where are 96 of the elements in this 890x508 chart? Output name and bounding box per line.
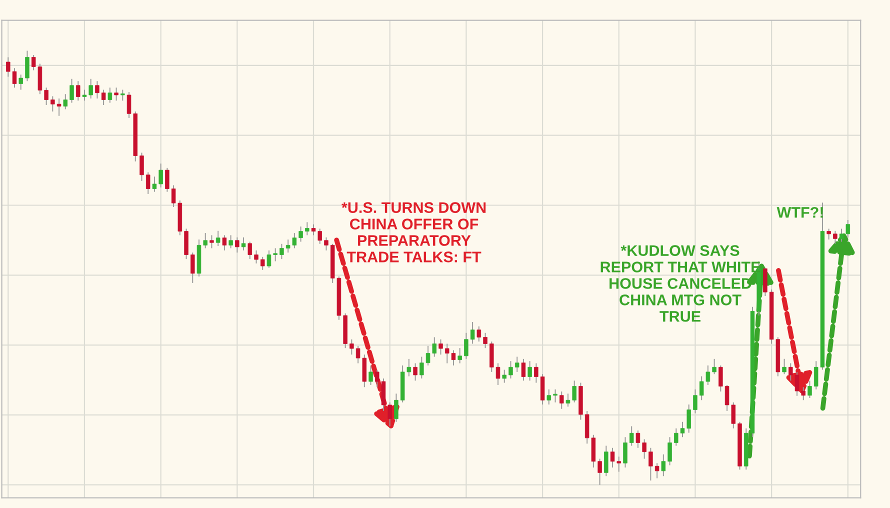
- candlestick: [273, 248, 278, 262]
- candlestick: [794, 371, 800, 396]
- candlestick: [642, 438, 646, 460]
- candlestick: [528, 360, 532, 382]
- candlestick: [190, 252, 195, 284]
- candlestick: [680, 421, 685, 438]
- candlestick: [388, 402, 392, 427]
- candlestick: [693, 388, 698, 414]
- candlestick: [82, 89, 87, 102]
- candlestick: [158, 163, 163, 188]
- candlestick: [146, 172, 150, 194]
- candlestick: [438, 338, 443, 356]
- candlestick: [648, 447, 653, 481]
- candlestick: [324, 236, 328, 251]
- candlestick: [184, 228, 188, 260]
- candlestick: [63, 94, 68, 110]
- candlestick: [502, 369, 506, 384]
- candlestick: [458, 348, 462, 364]
- candlestick: [413, 362, 418, 382]
- candlestick: [801, 386, 806, 401]
- candlestick: [763, 267, 768, 296]
- candlestick: [623, 436, 628, 468]
- candlestick: [6, 56, 10, 78]
- candlestick: [210, 234, 214, 249]
- candlestick: [572, 380, 576, 403]
- candlestick: [560, 391, 564, 410]
- candlestick: [120, 89, 125, 102]
- candlestick: [298, 226, 303, 242]
- candlestick: [368, 364, 373, 386]
- candlestick: [76, 80, 80, 102]
- candlestick: [375, 369, 380, 388]
- candlestick: [70, 78, 74, 104]
- candlestick: [241, 236, 246, 251]
- candlestick: [629, 426, 634, 446]
- candlestick: [534, 362, 538, 384]
- candlestick: [546, 388, 552, 405]
- candlestick: [514, 356, 520, 372]
- annotation: WTF?!: [776, 206, 823, 218]
- candlestick: [152, 176, 157, 192]
- candlestick: [674, 428, 678, 446]
- candlestick: [476, 326, 482, 342]
- candlestick: [222, 234, 227, 251]
- candlestick: [260, 256, 265, 270]
- candlestick: [381, 378, 386, 412]
- candlestick: [553, 388, 558, 403]
- candlestick: [604, 445, 608, 477]
- candlestick: [305, 222, 310, 236]
- candlestick: [686, 404, 691, 434]
- candlestick: [464, 332, 468, 360]
- candlestick: [788, 362, 793, 382]
- candlestick: [25, 50, 30, 82]
- candlestick: [266, 250, 272, 268]
- candlestick: [88, 78, 93, 99]
- candlestick: [18, 74, 23, 90]
- candlestick: [95, 80, 100, 99]
- candlestick: [508, 360, 513, 379]
- candlestick: [318, 228, 322, 244]
- candlestick: [540, 374, 545, 405]
- candlestick: [44, 87, 48, 106]
- candlestick: [598, 458, 602, 486]
- candlestick: [248, 241, 252, 260]
- candlestick: [228, 234, 233, 249]
- candlestick: [470, 322, 475, 344]
- candlestick: [114, 87, 118, 102]
- candlestick: [826, 228, 831, 240]
- candlestick: [668, 436, 672, 466]
- candlestick: [280, 243, 284, 260]
- candlestick: [203, 232, 208, 249]
- candlestick: [165, 167, 170, 192]
- candlestick: [654, 462, 660, 479]
- candlestick: [833, 230, 838, 244]
- candlestick: [483, 332, 488, 349]
- candlestick: [12, 68, 17, 88]
- candlestick: [521, 358, 526, 382]
- candlestick: [808, 380, 812, 398]
- candlestick: [782, 358, 786, 375]
- candlestick: [50, 96, 55, 112]
- candlestick: [216, 230, 220, 247]
- candlestick: [235, 236, 240, 254]
- candlestick: [420, 356, 424, 379]
- candlestick: [636, 430, 640, 448]
- candlestick: [101, 89, 106, 106]
- candlestick: [350, 338, 354, 356]
- candlestick: [718, 364, 723, 392]
- candlestick: [140, 152, 144, 182]
- candlestick: [712, 358, 716, 375]
- candlestick: [661, 454, 666, 477]
- candlestick: [394, 393, 398, 422]
- candlestick: [490, 341, 494, 372]
- candlestick: [56, 98, 62, 116]
- candlestick: [566, 393, 570, 408]
- candlestick: [254, 250, 258, 264]
- candlestick: [108, 87, 112, 104]
- candlestick: [496, 362, 500, 386]
- candlestick: [311, 224, 316, 236]
- annotation: *U.S. TURNS DOWN CHINA OFFER OF PREPARATORY TRADE TALKS: FT: [342, 202, 486, 262]
